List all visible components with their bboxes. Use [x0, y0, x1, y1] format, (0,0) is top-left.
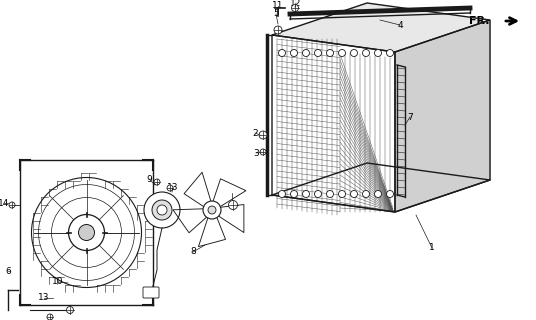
- Text: 12: 12: [291, 0, 302, 7]
- Circle shape: [144, 192, 180, 228]
- Circle shape: [362, 190, 369, 197]
- Text: 15: 15: [226, 188, 238, 197]
- Circle shape: [375, 50, 382, 57]
- Circle shape: [326, 50, 333, 57]
- FancyBboxPatch shape: [143, 287, 159, 298]
- Circle shape: [339, 190, 346, 197]
- Circle shape: [274, 26, 282, 34]
- Circle shape: [69, 214, 105, 251]
- Polygon shape: [173, 209, 209, 233]
- Polygon shape: [184, 172, 211, 208]
- Polygon shape: [218, 204, 244, 233]
- Circle shape: [292, 4, 299, 12]
- Circle shape: [315, 190, 322, 197]
- Circle shape: [152, 200, 172, 220]
- Circle shape: [315, 50, 322, 57]
- Circle shape: [386, 190, 393, 197]
- Circle shape: [208, 206, 216, 214]
- Circle shape: [351, 190, 358, 197]
- Polygon shape: [198, 215, 226, 247]
- Polygon shape: [212, 179, 246, 207]
- Polygon shape: [272, 35, 395, 212]
- Text: 1: 1: [429, 244, 435, 252]
- Polygon shape: [395, 20, 490, 212]
- Text: 8: 8: [190, 247, 196, 257]
- Circle shape: [66, 307, 73, 314]
- Text: 10: 10: [52, 277, 64, 286]
- Circle shape: [302, 50, 309, 57]
- Circle shape: [32, 178, 142, 287]
- Text: 11: 11: [272, 2, 284, 11]
- Text: 5: 5: [273, 10, 279, 19]
- Circle shape: [9, 202, 15, 208]
- Text: 13: 13: [167, 183, 178, 193]
- Circle shape: [228, 201, 237, 210]
- Text: 4: 4: [397, 20, 403, 29]
- Circle shape: [302, 190, 309, 197]
- Text: 14: 14: [0, 198, 10, 207]
- Text: 6: 6: [5, 267, 11, 276]
- Circle shape: [203, 201, 221, 219]
- Circle shape: [78, 225, 94, 241]
- Circle shape: [291, 190, 297, 197]
- Text: 3: 3: [253, 148, 259, 157]
- Text: 2: 2: [252, 129, 258, 138]
- Circle shape: [157, 205, 167, 215]
- Circle shape: [291, 50, 297, 57]
- Circle shape: [279, 190, 286, 197]
- Circle shape: [362, 50, 369, 57]
- Circle shape: [386, 50, 393, 57]
- Circle shape: [326, 190, 333, 197]
- Circle shape: [47, 314, 53, 320]
- Circle shape: [351, 50, 358, 57]
- Circle shape: [260, 149, 266, 155]
- Text: 7: 7: [407, 113, 413, 122]
- Text: FR.: FR.: [470, 16, 490, 26]
- Text: 13: 13: [38, 293, 50, 302]
- Text: 9: 9: [146, 174, 152, 183]
- Circle shape: [375, 190, 382, 197]
- Circle shape: [167, 185, 173, 191]
- Polygon shape: [272, 3, 490, 52]
- Circle shape: [259, 131, 267, 139]
- Circle shape: [279, 50, 286, 57]
- Circle shape: [154, 179, 160, 185]
- Circle shape: [339, 50, 346, 57]
